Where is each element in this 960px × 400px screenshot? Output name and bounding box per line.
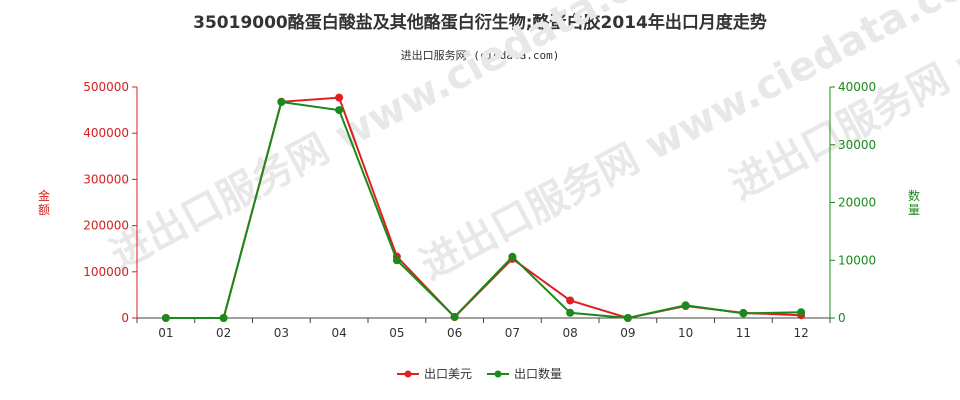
series-0-point-08 (566, 296, 575, 305)
watermark-text-0: 进出口服务网 www.ciedata.com (103, 0, 700, 279)
axes-group: 0 100000 200000 300000 400000 500000 0 10000 200… (38, 80, 920, 340)
legend-label-1: 出口数量 (514, 366, 562, 381)
series-1-point-03 (277, 98, 286, 107)
series-1-point-12 (797, 308, 806, 317)
x-tick-label-04: 04 (331, 326, 346, 340)
right-tick-label-3: 30000 (838, 138, 876, 152)
series-1-point-02 (219, 314, 228, 322)
series-1-point-10 (681, 301, 690, 310)
legend-group: 出口美元 出口数量 (397, 366, 562, 381)
right-tick-label-2: 20000 (838, 196, 876, 210)
left-axis-title-char-1: 额 (38, 203, 50, 217)
chart-title: 35019000酪蛋白酸盐及其他酪蛋白衍生物;酪蛋白胶2014年出口月度走势 (193, 13, 767, 33)
left-tick-label-1: 100000 (83, 265, 129, 279)
series-1-point-01 (161, 314, 170, 322)
x-tick-label-01: 01 (158, 326, 173, 340)
right-tick-label-4: 40000 (838, 80, 876, 94)
legend-marker-0 (404, 370, 412, 378)
right-axis-title-char-0: 数 (908, 188, 920, 203)
series-1-point-09 (623, 314, 632, 322)
x-tick-label-09: 09 (620, 326, 635, 340)
left-tick-label-3: 300000 (83, 172, 129, 186)
x-tick-label-02: 02 (216, 326, 231, 340)
left-tick-label-4: 400000 (83, 126, 129, 140)
legend-marker-1 (494, 370, 502, 378)
x-tick-label-06: 06 (447, 326, 462, 340)
x-tick-label-05: 05 (389, 326, 404, 340)
x-tick-label-10: 10 (678, 326, 693, 340)
right-axis-title: 数量 (908, 188, 920, 217)
series-1-point-11 (739, 309, 748, 318)
left-axis-title-char-0: 金 (38, 188, 50, 203)
x-tick-label-08: 08 (562, 326, 577, 340)
left-tick-label-5: 500000 (83, 80, 129, 94)
x-tick-label-11: 11 (736, 326, 751, 340)
series-1-point-05 (392, 256, 401, 265)
x-tick-label-12: 12 (793, 326, 808, 340)
right-axis-title-char-1: 量 (908, 203, 920, 217)
series-0-point-04 (335, 93, 344, 102)
series-1-point-04 (335, 106, 344, 115)
left-axis-title: 金额 (38, 188, 50, 217)
left-tick-label-2: 200000 (83, 219, 129, 233)
series-1-point-07 (508, 252, 517, 261)
right-tick-label-1: 10000 (838, 253, 876, 267)
series-line-1 (165, 100, 802, 320)
series-1-point-08 (566, 308, 575, 317)
left-tick-label-0: 0 (121, 311, 129, 325)
x-tick-label-07: 07 (505, 326, 520, 340)
right-tick-label-0: 0 (838, 311, 846, 325)
x-tick-label-03: 03 (274, 326, 289, 340)
series-1-point-06 (450, 312, 459, 321)
chart-subtitle: 进出口服务网 (ciedata.com) (400, 49, 560, 62)
legend-label-0: 出口美元 (424, 367, 472, 381)
series-group (161, 93, 806, 322)
